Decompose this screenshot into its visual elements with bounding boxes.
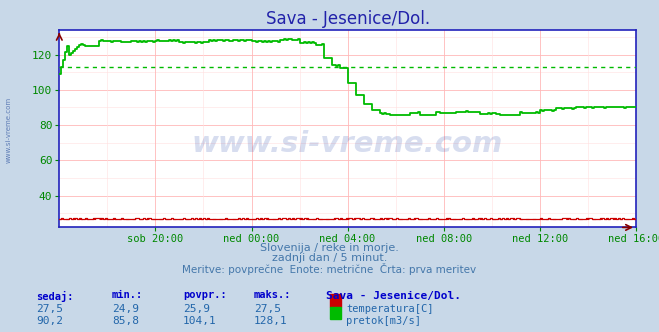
Text: pretok[m3/s]: pretok[m3/s] [346, 316, 421, 326]
Text: 128,1: 128,1 [254, 316, 287, 326]
Text: zadnji dan / 5 minut.: zadnji dan / 5 minut. [272, 253, 387, 263]
Text: Meritve: povprečne  Enote: metrične  Črta: prva meritev: Meritve: povprečne Enote: metrične Črta:… [183, 263, 476, 275]
Text: min.:: min.: [112, 290, 143, 300]
Text: 27,5: 27,5 [254, 304, 281, 314]
Text: www.si-vreme.com: www.si-vreme.com [192, 130, 503, 158]
Text: www.si-vreme.com: www.si-vreme.com [5, 96, 12, 163]
Text: Slovenija / reke in morje.: Slovenija / reke in morje. [260, 243, 399, 253]
Text: 25,9: 25,9 [183, 304, 210, 314]
Text: 27,5: 27,5 [36, 304, 63, 314]
Text: Sava - Jesenice/Dol.: Sava - Jesenice/Dol. [326, 290, 461, 300]
Text: 104,1: 104,1 [183, 316, 217, 326]
Title: Sava - Jesenice/Dol.: Sava - Jesenice/Dol. [266, 10, 430, 28]
Text: temperatura[C]: temperatura[C] [346, 304, 434, 314]
Text: sedaj:: sedaj: [36, 290, 74, 301]
Text: 85,8: 85,8 [112, 316, 139, 326]
Text: povpr.:: povpr.: [183, 290, 227, 300]
Text: 90,2: 90,2 [36, 316, 63, 326]
Text: maks.:: maks.: [254, 290, 291, 300]
Text: 24,9: 24,9 [112, 304, 139, 314]
